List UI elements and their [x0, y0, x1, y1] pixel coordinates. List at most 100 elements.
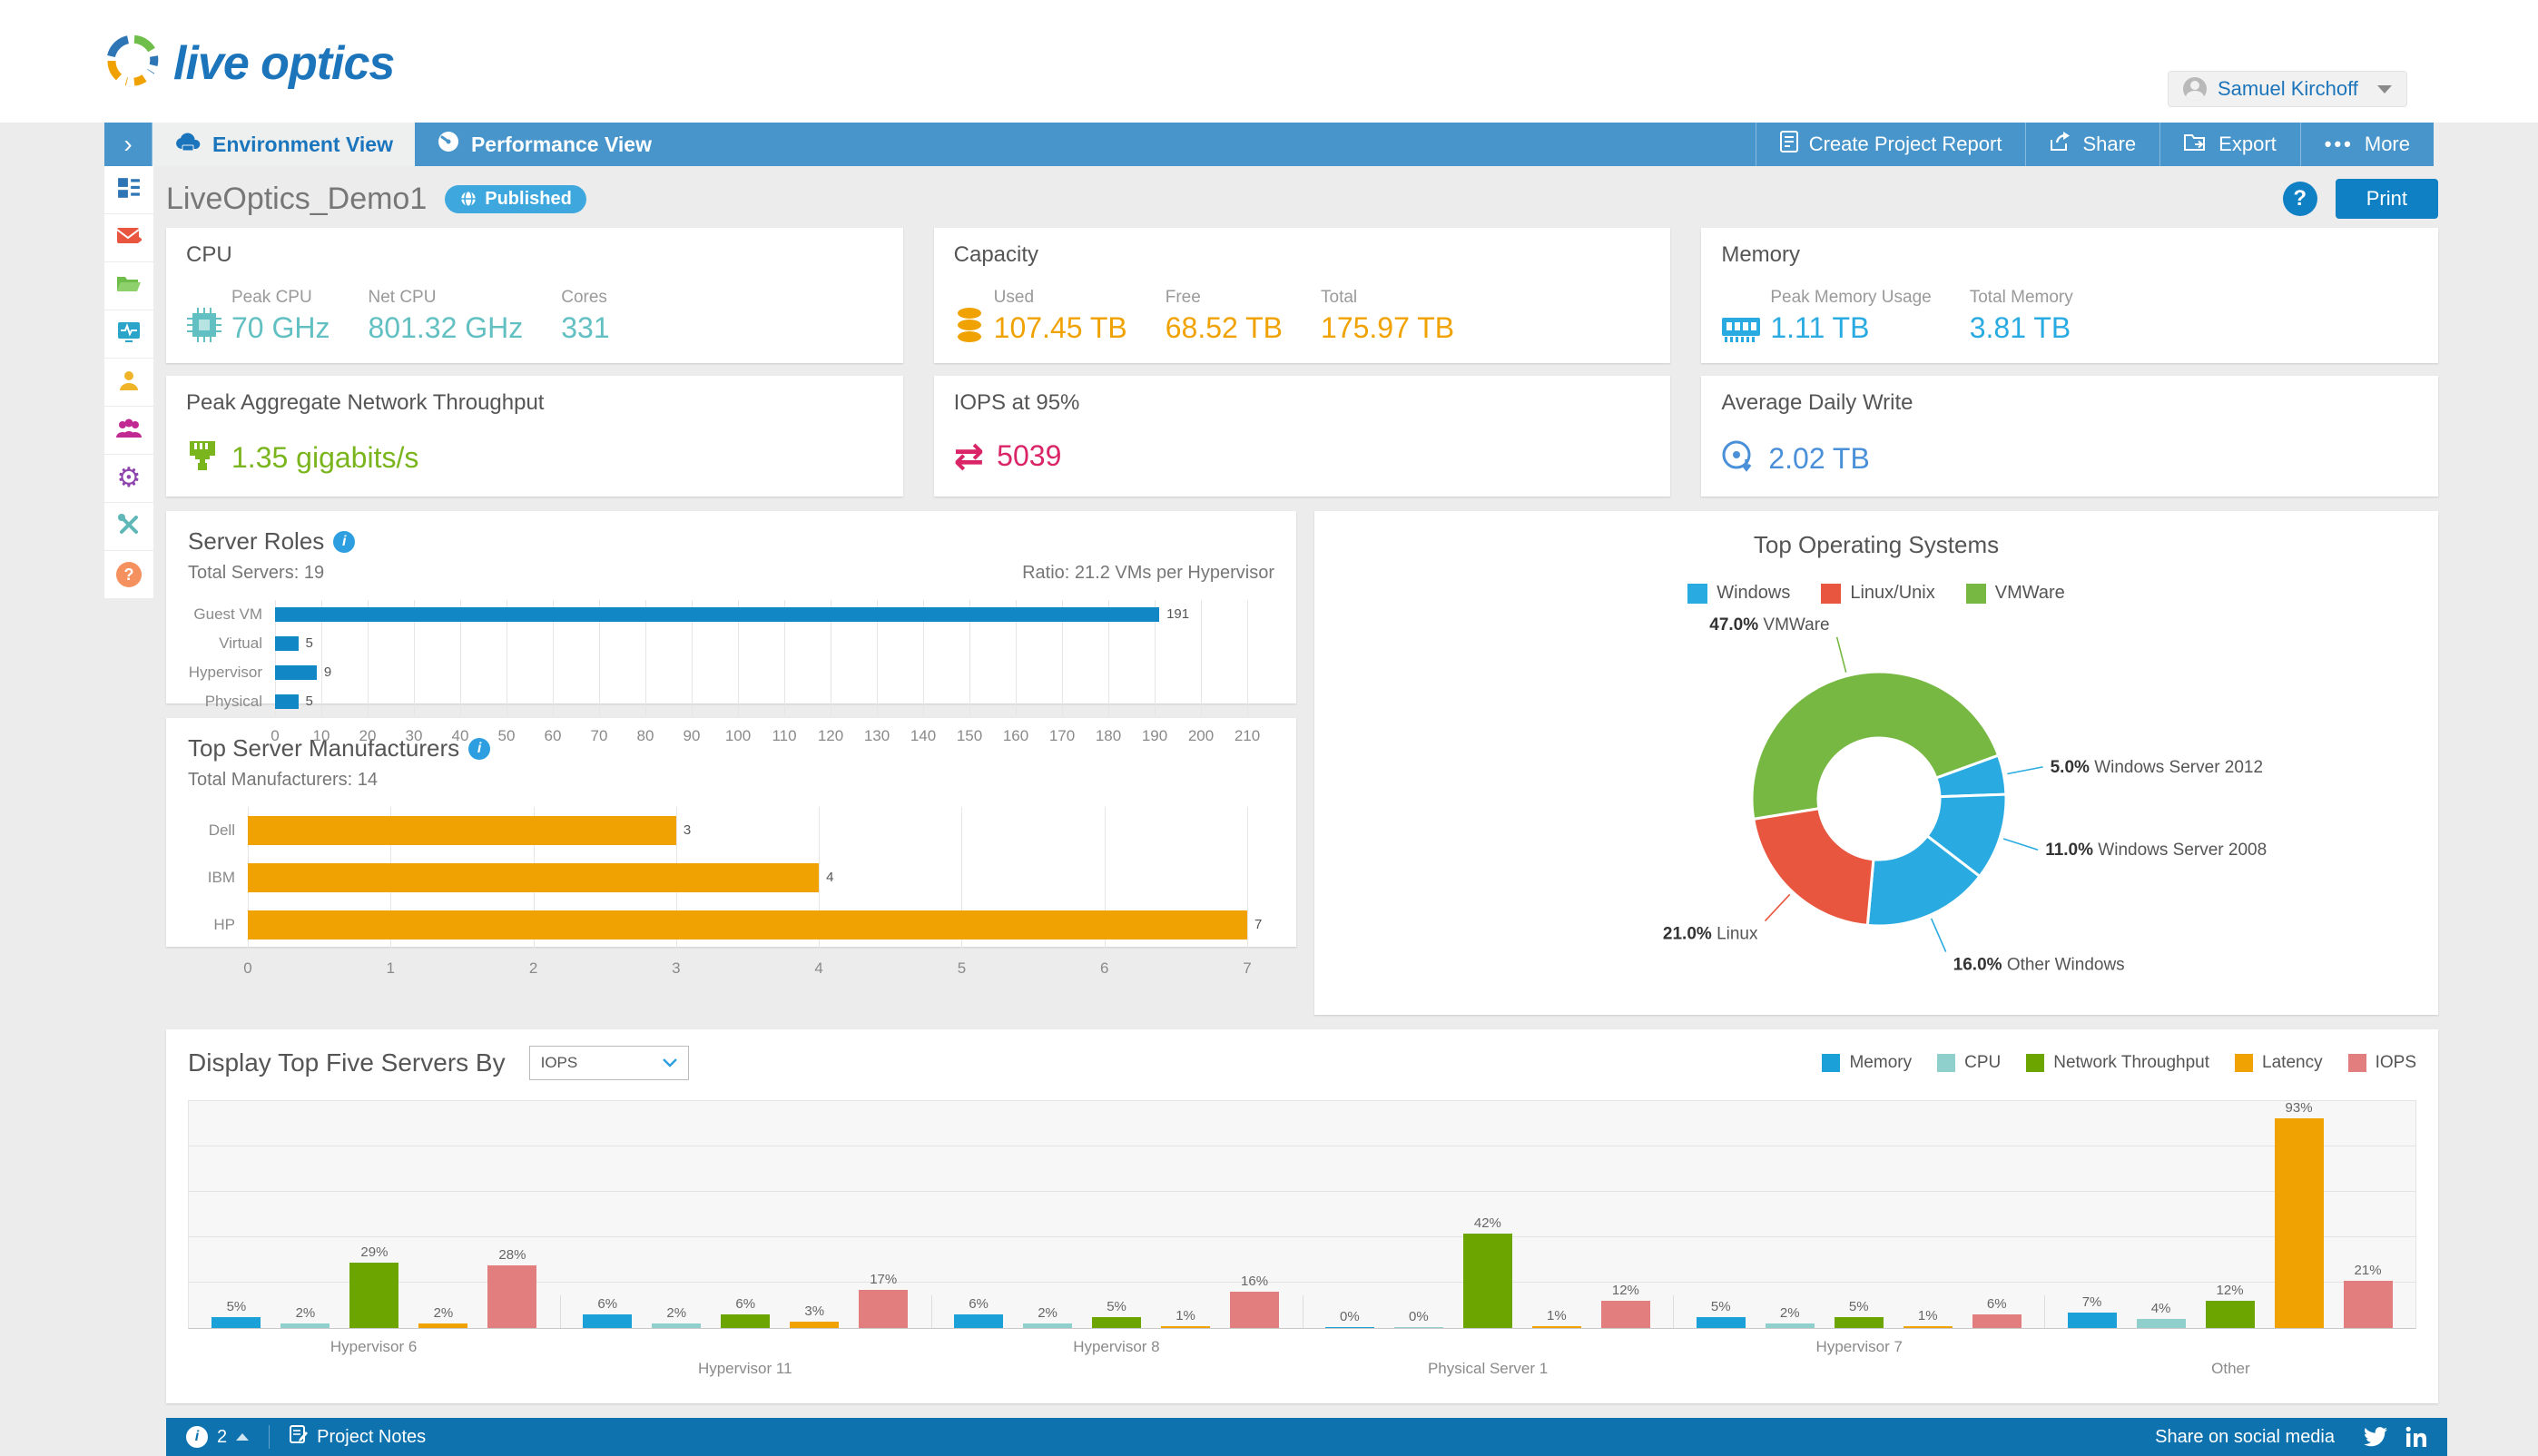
- bar-value-label: 2%: [433, 1305, 454, 1322]
- export-folder-icon: [2184, 132, 2208, 157]
- info-icon: i: [186, 1426, 208, 1448]
- linkedin-button[interactable]: [2396, 1418, 2447, 1456]
- share-button[interactable]: Share: [2025, 123, 2159, 166]
- action-label: More: [2364, 133, 2410, 155]
- manufacturers-panel: Top Server Manufacturers i Total Manufac…: [166, 718, 1296, 977]
- bar-wrap: 12%: [2205, 1283, 2255, 1328]
- plot-area: Guest VM 191 Virtual 5 Hypervisor 9 Physical 5: [189, 600, 1248, 716]
- bar-wrap: 29%: [349, 1244, 399, 1328]
- cpu-card: CPU Peak CPU 70 GHz Net CPU 801.32 GHz: [166, 228, 903, 363]
- chart-title: Top Server Manufacturers: [188, 734, 460, 762]
- ellipsis-icon: •••: [2324, 133, 2354, 155]
- iops-card: IOPS at 95% ⇄ 5039: [933, 376, 1671, 497]
- tab-label: Environment View: [212, 132, 393, 156]
- bar: [859, 1289, 909, 1328]
- bar-wrap: 17%: [859, 1272, 909, 1328]
- donut-slice: [1865, 833, 1982, 928]
- sidebar-item-help[interactable]: ?: [104, 551, 153, 599]
- sidebar-item-projects[interactable]: [104, 262, 153, 310]
- sidebar-item-settings[interactable]: ⚙: [104, 455, 153, 503]
- sidebar-item-team[interactable]: [104, 407, 153, 455]
- bar-wrap: 6%: [721, 1296, 771, 1328]
- action-label: Export: [2218, 133, 2277, 155]
- notifications-toggle[interactable]: i 2: [166, 1418, 269, 1456]
- linkedin-icon: [2405, 1426, 2426, 1447]
- sidebar-item-mail[interactable]: [104, 214, 153, 262]
- report-icon: [1779, 131, 1798, 158]
- collapse-chevron[interactable]: ›: [104, 123, 152, 166]
- twitter-button[interactable]: [2355, 1418, 2396, 1456]
- bar-group: 6% 2% 5% 1% 16%: [931, 1101, 1303, 1328]
- dashboard-icon: [117, 176, 141, 204]
- chevron-down-icon: [662, 1058, 677, 1067]
- gridline: [877, 600, 878, 716]
- gridline: [1062, 600, 1063, 716]
- sort-by-select[interactable]: IOPS: [528, 1046, 689, 1080]
- gridline: [189, 1236, 2415, 1237]
- user-menu[interactable]: Samuel Kirchoff: [2168, 71, 2407, 107]
- bar-wrap: 2%: [652, 1305, 702, 1328]
- sidebar-item-performance[interactable]: [104, 310, 153, 359]
- badge-label: Published: [485, 188, 572, 209]
- legend-label: Memory: [1849, 1053, 1913, 1072]
- help-button[interactable]: ?: [2282, 182, 2317, 216]
- sidebar-item-user[interactable]: [104, 359, 153, 407]
- bar-value-label: 2%: [295, 1305, 316, 1322]
- bar: [1230, 1292, 1280, 1328]
- primary-navbar: › Environment View Performance View: [104, 123, 2434, 166]
- legend-label: Latency: [2262, 1053, 2323, 1072]
- bar-wrap: 0%: [1393, 1309, 1443, 1328]
- sidebar-item-tools[interactable]: [104, 503, 153, 551]
- info-icon[interactable]: i: [468, 737, 491, 760]
- gauge-icon: [437, 130, 460, 159]
- bar-value-label: 4%: [2150, 1301, 2171, 1317]
- user-name: Samuel Kirchoff: [2218, 77, 2358, 100]
- tab-performance-view[interactable]: Performance View: [415, 123, 674, 166]
- create-project-report-button[interactable]: Create Project Report: [1755, 123, 2026, 166]
- bar-wrap: 6%: [954, 1296, 1004, 1328]
- bar-group: 5% 2% 29% 2% 28%: [189, 1101, 560, 1328]
- tab-environment-view[interactable]: Environment View: [152, 123, 415, 166]
- bar-value-label: 9: [323, 664, 332, 680]
- bar: [248, 863, 820, 892]
- legend-item: Latency: [2235, 1053, 2323, 1073]
- chart-title: Server Roles: [188, 527, 325, 555]
- twitter-icon: [2364, 1427, 2387, 1447]
- top-os-panel: Top Operating Systems Windows Linux/Unix V…: [1314, 511, 2438, 1015]
- metric: Net CPU 801.32 GHz: [368, 288, 524, 344]
- memory-module-icon: [1721, 314, 1761, 343]
- sidebar-item-dashboard[interactable]: [104, 166, 153, 214]
- os-legend: Windows Linux/Unix VMWare: [1336, 583, 2416, 604]
- info-icon[interactable]: i: [333, 530, 356, 553]
- bar: [2205, 1301, 2255, 1328]
- export-button[interactable]: Export: [2159, 123, 2300, 166]
- category-label: Other: [2211, 1360, 2250, 1377]
- metric: Total Memory 3.81 TB: [1969, 288, 2073, 344]
- donut-slice: [1752, 806, 1875, 928]
- legend-item: VMWare: [1965, 583, 2065, 604]
- bar-category-label: HP: [213, 916, 235, 933]
- bar-wrap: 5%: [1092, 1299, 1142, 1328]
- bar-category-label: Hypervisor: [188, 664, 262, 681]
- bar: [790, 1321, 840, 1328]
- bar-value-label: 6%: [969, 1296, 989, 1313]
- donut-slice-label: 5.0% Windows Server 2012: [2051, 758, 2263, 777]
- bar: [2343, 1280, 2393, 1328]
- bar-wrap: 5%: [1834, 1299, 1884, 1328]
- help-icon: ?: [116, 562, 142, 587]
- bar-category-label: Physical: [204, 693, 262, 710]
- project-notes-button[interactable]: Project Notes: [270, 1418, 446, 1456]
- print-button[interactable]: Print: [2335, 179, 2438, 219]
- plot-area: Dell 3 IBM 4 HP 7: [208, 807, 1262, 949]
- bar-wrap: 1%: [1531, 1308, 1581, 1328]
- bar: [1324, 1327, 1374, 1328]
- more-button[interactable]: ••• More: [2299, 123, 2434, 166]
- metric: Peak Memory Usage 1.11 TB: [1770, 288, 1932, 344]
- caret-up-icon: [236, 1433, 250, 1441]
- bar: [418, 1323, 468, 1328]
- gridline: [189, 1191, 2415, 1192]
- bar: [583, 1314, 633, 1328]
- bar: [1696, 1316, 1746, 1328]
- gridline: [645, 600, 646, 716]
- iops-value: 5039: [997, 439, 1062, 472]
